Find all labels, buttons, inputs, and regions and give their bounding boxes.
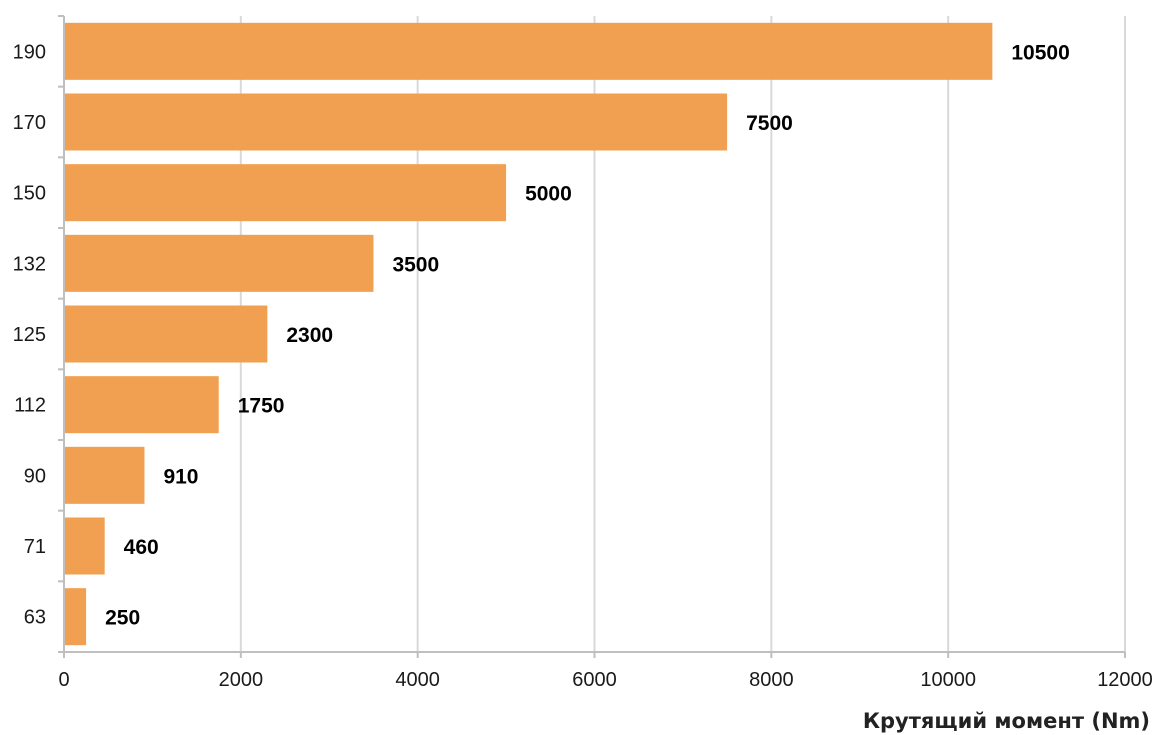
bar-150 [65, 164, 506, 221]
x-tick-label: 0 [58, 669, 69, 691]
x-tick-label: 12000 [1097, 669, 1153, 691]
data-label: 2300 [286, 324, 333, 347]
x-tick-label: 8000 [749, 669, 794, 691]
data-label: 250 [105, 607, 140, 630]
bar-170 [65, 94, 727, 151]
x-tick-label: 6000 [572, 669, 617, 691]
data-label: 10500 [1011, 41, 1069, 64]
x-tick-label: 4000 [395, 669, 440, 691]
y-tick-label: 63 [24, 607, 46, 629]
data-label: 7500 [746, 112, 793, 135]
bars [65, 23, 992, 645]
y-tick-label: 170 [13, 112, 46, 134]
data-label: 5000 [525, 183, 572, 206]
bar-71 [65, 518, 105, 575]
bar-132 [65, 235, 373, 292]
y-tick-label: 125 [13, 324, 46, 346]
bar-190 [65, 23, 992, 80]
data-label: 910 [163, 465, 198, 488]
data-label: 1750 [238, 395, 285, 418]
y-tick-label: 112 [14, 395, 46, 417]
x-tick-label: 10000 [920, 669, 976, 691]
bar-63 [65, 588, 86, 645]
data-label: 3500 [392, 253, 439, 276]
y-tick-label: 71 [24, 536, 46, 558]
data-label: 460 [124, 536, 159, 559]
bar-125 [65, 306, 267, 363]
y-tick-label: 150 [13, 183, 46, 205]
y-tick-label: 190 [13, 41, 46, 63]
bar-90 [65, 447, 144, 504]
bar-112 [65, 376, 219, 433]
y-tick-label: 90 [24, 465, 46, 487]
x-tick-label: 2000 [219, 669, 264, 691]
x-axis-title: Крутящий момент (Nm) [863, 709, 1150, 733]
y-tick-label: 132 [13, 253, 46, 275]
